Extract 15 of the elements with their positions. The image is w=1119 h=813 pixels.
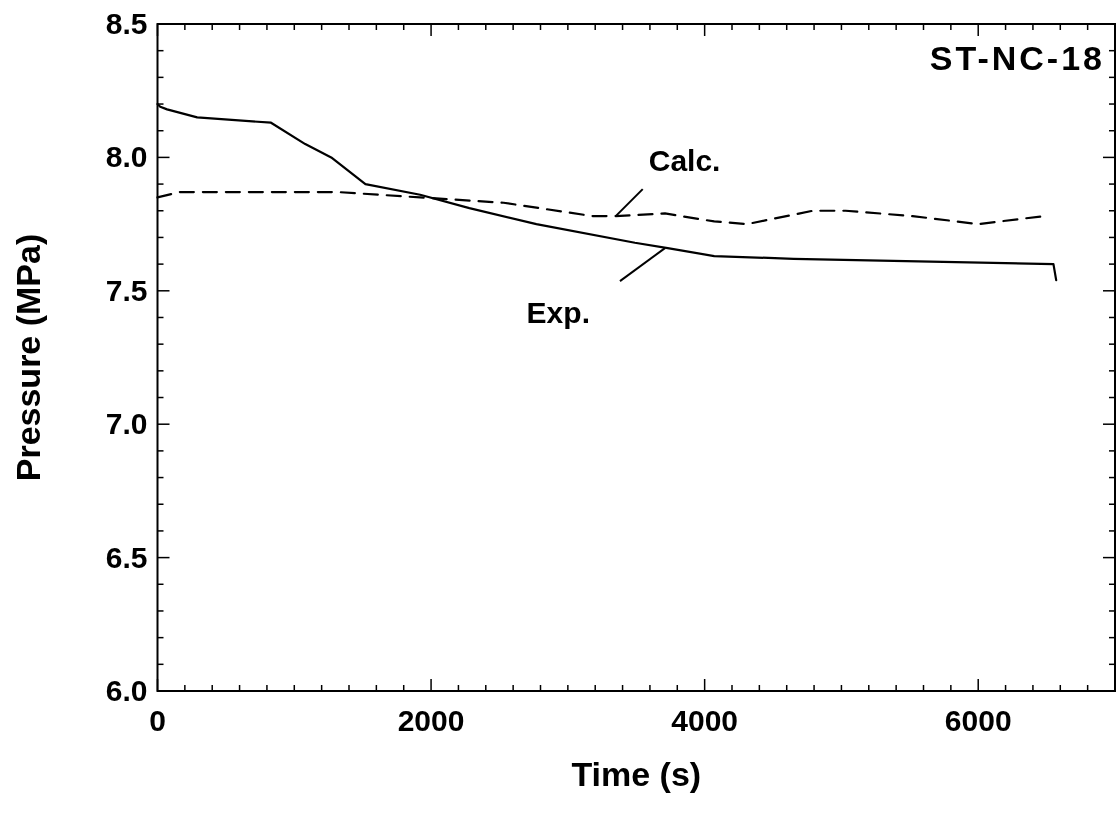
- x-tick-label: 6000: [944, 704, 1012, 737]
- y-tick-label: 8.0: [105, 140, 148, 174]
- y-tick-label: 6.0: [105, 674, 148, 707]
- x-tick-label: 4000: [671, 704, 739, 737]
- y-tick-label: 7.5: [105, 273, 148, 307]
- y-axis-title: Pressure (MPa): [9, 233, 47, 482]
- x-tick-label: 0: [149, 704, 166, 737]
- y-tick-label: 6.5: [105, 540, 148, 574]
- x-tick-label: 2000: [397, 704, 465, 737]
- annotation: Calc.: [648, 144, 721, 178]
- y-tick-label: 7.0: [105, 407, 148, 441]
- x-axis-title: Time (s): [571, 755, 702, 793]
- chart-title: ST-NC-18: [929, 39, 1105, 77]
- annotation: Exp.: [526, 296, 590, 330]
- y-tick-label: 8.5: [105, 7, 148, 40]
